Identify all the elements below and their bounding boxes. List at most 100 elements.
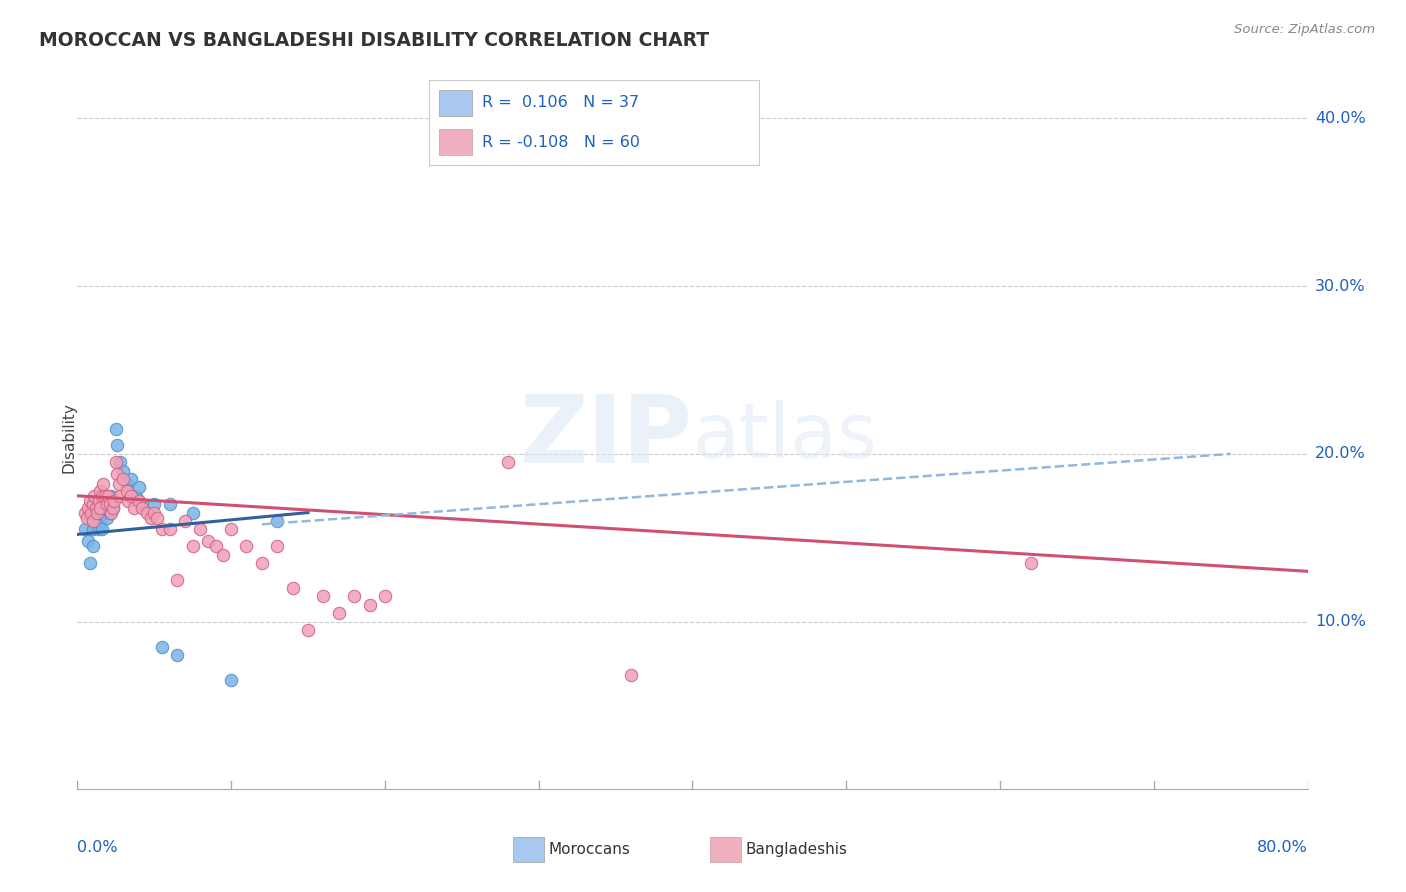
Text: ZIP: ZIP (520, 391, 693, 483)
Point (86, 506, 108, 520)
Point (94, 489, 117, 503)
Point (79, 556, 101, 570)
Point (89, 497, 111, 511)
Text: 40.0%: 40.0% (1315, 111, 1367, 126)
Point (110, 455, 132, 469)
Point (94, 497, 117, 511)
Point (112, 472, 135, 486)
Point (1019, 556, 1042, 570)
Point (86, 506, 108, 520)
Point (73, 522, 96, 536)
Point (105, 438, 128, 452)
Point (197, 534, 219, 549)
Point (76, 510, 98, 524)
Point (97, 500, 120, 515)
Point (496, 455, 519, 469)
Point (143, 497, 166, 511)
Point (104, 422, 127, 436)
Point (104, 455, 127, 469)
Text: 20.0%: 20.0% (1315, 446, 1367, 461)
Point (181, 539, 204, 553)
Point (82, 506, 104, 520)
Point (103, 493, 125, 508)
Point (120, 489, 142, 503)
Point (120, 472, 142, 486)
Point (110, 489, 132, 503)
Point (90, 489, 114, 503)
Point (159, 497, 181, 511)
Point (131, 497, 153, 511)
Text: Bangladeshis: Bangladeshis (745, 842, 848, 856)
Point (84, 500, 107, 515)
Point (266, 514, 288, 528)
Point (115, 483, 138, 498)
Point (174, 514, 197, 528)
Point (235, 539, 257, 553)
Point (105, 467, 128, 481)
Point (98, 506, 121, 520)
Point (181, 506, 204, 520)
Point (131, 500, 153, 515)
Point (77, 534, 100, 549)
Point (212, 548, 235, 562)
Point (77, 500, 100, 515)
Point (143, 506, 166, 520)
Point (108, 477, 131, 491)
Point (117, 493, 139, 508)
Point (266, 539, 288, 553)
Point (79, 493, 101, 508)
Point (219, 522, 242, 536)
Point (146, 510, 169, 524)
Point (100, 506, 122, 520)
Point (122, 500, 145, 515)
Point (312, 590, 335, 604)
Point (620, 668, 643, 682)
Text: 80.0%: 80.0% (1257, 839, 1308, 855)
Text: MOROCCAN VS BANGLADESHI DISABILITY CORRELATION CHART: MOROCCAN VS BANGLADESHI DISABILITY CORRE… (39, 31, 710, 50)
Point (96, 497, 118, 511)
Point (281, 581, 304, 595)
Point (96, 510, 118, 524)
Text: atlas: atlas (693, 401, 877, 474)
Point (93, 506, 115, 520)
Point (87, 522, 110, 536)
Point (82, 539, 104, 553)
Point (328, 607, 350, 621)
Point (90, 522, 114, 536)
Point (159, 522, 181, 536)
Point (343, 590, 366, 604)
Point (100, 489, 122, 503)
Point (80, 506, 103, 520)
Text: 0.0%: 0.0% (77, 839, 118, 855)
Bar (439, 90, 472, 116)
Point (97, 489, 120, 503)
Point (297, 623, 319, 637)
Point (89, 483, 111, 498)
Text: Source: ZipAtlas.com: Source: ZipAtlas.com (1234, 23, 1375, 37)
Point (128, 493, 150, 508)
Point (374, 590, 396, 604)
Point (98, 497, 121, 511)
Text: R =  0.106   N = 37: R = 0.106 N = 37 (482, 95, 638, 111)
Text: R = -0.108   N = 60: R = -0.108 N = 60 (482, 135, 640, 150)
Point (166, 573, 188, 587)
Point (83, 489, 105, 503)
Point (250, 556, 273, 570)
Point (112, 464, 135, 478)
Point (204, 539, 226, 553)
Point (73, 506, 96, 520)
Point (125, 489, 148, 503)
Point (150, 640, 173, 654)
Point (128, 480, 150, 494)
Point (89, 514, 111, 528)
Point (115, 477, 138, 491)
Point (141, 510, 163, 524)
Text: 10.0%: 10.0% (1315, 614, 1367, 629)
Text: 30.0%: 30.0% (1315, 278, 1365, 293)
Point (89, 500, 111, 515)
Point (150, 522, 173, 536)
Point (359, 598, 381, 612)
Point (101, 500, 124, 515)
Point (97, 489, 120, 503)
Point (93, 477, 115, 491)
